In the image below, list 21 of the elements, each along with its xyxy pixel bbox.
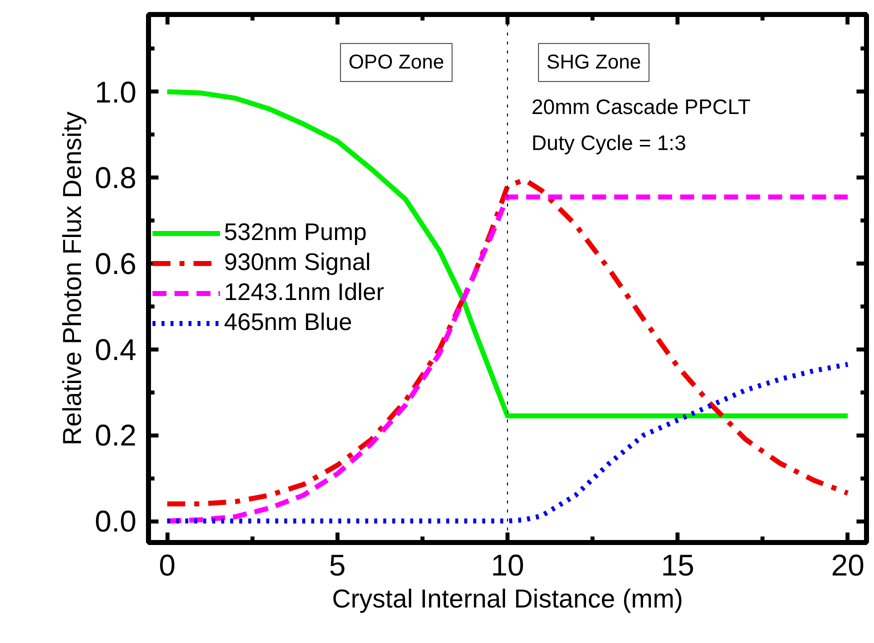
legend-label: 930nm Signal	[224, 248, 371, 278]
legend-label: 532nm Pump	[224, 218, 367, 248]
y-tick-label: 0.6	[94, 248, 137, 281]
x-tick-label: 0	[158, 550, 176, 582]
y-tick-label: 0.4	[94, 334, 137, 367]
x-tick-label: 20	[831, 550, 864, 582]
y-tick-label: 0.2	[94, 420, 137, 453]
annotation: SHG Zone	[546, 52, 641, 74]
y-tick-label: 0.8	[94, 162, 137, 196]
y-axis-title: Relative Photon Flux Density	[56, 112, 87, 446]
y-tick-label: 0.0	[94, 506, 137, 539]
x-tick-label: 15	[660, 550, 694, 582]
legend-label: 1243.1nm Idler	[224, 278, 384, 308]
x-tick-label: 10	[490, 550, 524, 582]
annotation: 20mm Cascade PPCLT	[532, 96, 751, 119]
legend-label: 465nm Blue	[224, 308, 352, 338]
x-axis-title: Crystal Internal Distance (mm)	[332, 584, 684, 614]
annotation: OPO Zone	[348, 52, 444, 74]
y-tick-label: 1.0	[94, 76, 137, 110]
x-tick-label: 5	[329, 550, 346, 582]
annotation: Duty Cycle = 1:3	[532, 132, 686, 155]
